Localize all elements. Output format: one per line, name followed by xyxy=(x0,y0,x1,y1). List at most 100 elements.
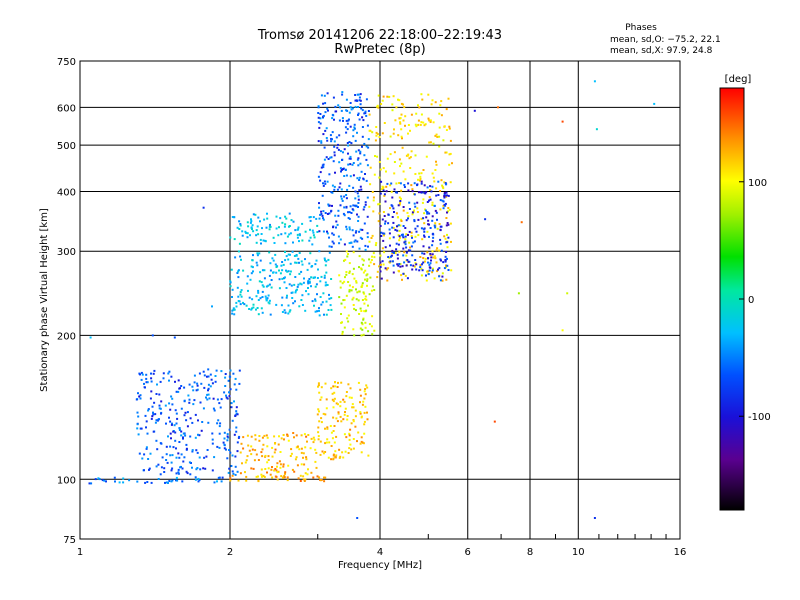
data-point xyxy=(359,327,362,330)
data-point xyxy=(435,133,438,136)
data-point xyxy=(259,220,261,223)
data-point xyxy=(368,113,371,116)
data-point xyxy=(293,436,295,439)
data-point xyxy=(333,441,336,444)
data-point xyxy=(118,481,121,484)
data-point xyxy=(140,378,143,381)
data-point xyxy=(319,122,322,125)
data-point xyxy=(296,445,299,448)
data-point xyxy=(158,404,161,407)
data-point xyxy=(170,423,173,426)
data-point xyxy=(440,100,443,103)
data-point xyxy=(287,253,290,256)
data-point xyxy=(197,433,199,436)
data-point xyxy=(234,465,237,468)
data-point xyxy=(339,204,342,207)
data-point xyxy=(426,211,429,214)
data-point xyxy=(391,109,394,112)
data-point xyxy=(227,471,230,474)
data-point xyxy=(331,398,334,401)
data-point xyxy=(338,134,341,137)
data-point xyxy=(145,446,148,449)
data-point xyxy=(284,215,287,218)
data-point xyxy=(354,99,357,102)
data-point xyxy=(382,263,385,266)
data-point xyxy=(364,298,367,300)
data-point xyxy=(309,236,312,239)
data-point xyxy=(347,152,349,155)
data-point xyxy=(258,252,261,255)
data-point xyxy=(365,298,368,301)
data-point xyxy=(413,265,416,268)
data-point xyxy=(175,476,178,479)
data-point xyxy=(264,240,267,243)
data-point xyxy=(201,421,204,423)
data-point xyxy=(333,391,336,394)
data-point xyxy=(414,259,417,261)
data-point xyxy=(442,261,445,264)
data-point xyxy=(352,186,355,189)
data-point xyxy=(198,479,201,482)
data-point xyxy=(146,481,149,483)
data-point xyxy=(428,212,431,215)
data-point xyxy=(320,213,323,215)
data-point xyxy=(239,293,242,296)
data-point xyxy=(369,183,372,186)
data-point xyxy=(352,438,355,440)
data-point xyxy=(275,475,278,478)
data-point xyxy=(327,109,329,112)
data-point xyxy=(318,206,321,209)
data-point xyxy=(242,447,245,450)
data-point xyxy=(331,138,333,141)
data-point xyxy=(323,146,326,149)
data-point xyxy=(298,261,300,264)
data-point xyxy=(358,266,360,269)
data-point xyxy=(344,126,347,129)
data-point xyxy=(160,442,163,445)
data-point xyxy=(396,263,399,266)
data-point xyxy=(90,482,93,485)
data-point xyxy=(366,418,369,421)
data-point xyxy=(348,118,350,121)
data-point xyxy=(291,250,294,253)
data-point xyxy=(238,382,241,385)
data-point xyxy=(143,469,145,472)
data-point xyxy=(439,104,442,107)
data-point xyxy=(395,248,398,251)
data-point xyxy=(155,465,158,468)
data-point xyxy=(301,263,304,266)
data-point xyxy=(177,452,180,455)
data-point xyxy=(376,270,379,273)
data-point xyxy=(389,244,391,247)
data-point xyxy=(325,127,328,130)
data-point xyxy=(402,247,405,250)
data-point xyxy=(305,435,308,438)
data-point xyxy=(438,267,441,270)
data-point xyxy=(316,293,318,296)
data-point xyxy=(308,278,311,280)
data-point xyxy=(260,468,263,471)
data-point xyxy=(307,287,309,289)
data-point xyxy=(258,439,261,442)
data-point xyxy=(401,146,404,149)
data-point xyxy=(359,150,362,153)
data-point xyxy=(331,392,334,395)
data-point xyxy=(307,468,309,471)
data-point xyxy=(173,424,176,427)
data-point xyxy=(180,407,183,410)
data-point xyxy=(432,121,435,124)
data-point xyxy=(182,432,185,435)
data-point xyxy=(267,284,270,287)
data-point xyxy=(327,456,330,459)
data-point xyxy=(431,204,434,206)
data-point xyxy=(376,133,379,136)
data-point xyxy=(378,136,381,138)
data-point xyxy=(355,298,358,301)
data-point xyxy=(428,141,431,144)
data-point xyxy=(256,307,259,309)
data-point xyxy=(422,169,425,171)
data-point xyxy=(380,180,383,183)
data-point xyxy=(350,241,353,244)
data-point xyxy=(199,401,202,404)
data-point xyxy=(359,394,362,397)
